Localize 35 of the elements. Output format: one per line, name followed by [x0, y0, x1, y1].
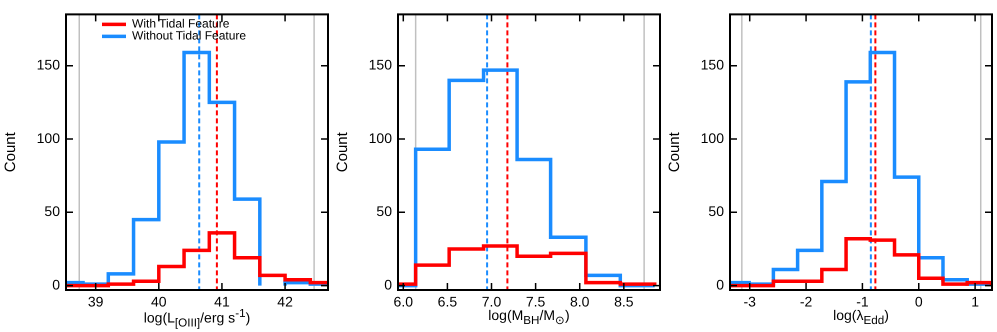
y-tick-label: 50	[376, 203, 392, 220]
y-tick-label: 150	[700, 56, 724, 73]
y-axis-title: Count	[2, 131, 20, 172]
x-axis-title: log(L$_{[OIII]}$/erg s$^{-1}$)	[144, 307, 250, 330]
x-tick-label: 1	[971, 293, 980, 310]
x-tick-label: 7.0	[482, 293, 502, 310]
x-tick-label: 41	[214, 293, 230, 310]
x-tick-label: 39	[88, 293, 104, 310]
y-tick-label: 0	[384, 276, 392, 292]
y-tick-label: 100	[700, 130, 724, 146]
y-axis-title: Count	[666, 131, 684, 172]
legend-label: Without Tidal Feature	[132, 28, 246, 43]
x-tick-label: 8.0	[570, 293, 590, 310]
x-tick-label: -1	[856, 293, 869, 310]
legend-label: With Tidal Feature	[132, 16, 230, 31]
y-tick-label: 50	[44, 203, 60, 220]
y-tick-label: 150	[368, 56, 392, 73]
x-tick-label: 42	[277, 293, 294, 310]
x-tick-label: -3	[743, 293, 756, 310]
y-tick-label: 0	[716, 276, 724, 292]
x-tick-label: 6.5	[438, 293, 458, 310]
y-axis-title: Count	[334, 131, 352, 172]
x-axis-title: log(M$_{BH}$/M$_{⊙}$)	[488, 307, 570, 327]
y-tick-label: 50	[708, 203, 724, 220]
y-tick-label: 0	[52, 276, 60, 292]
x-tick-label: 7.5	[526, 293, 546, 310]
y-tick-label: 100	[368, 130, 392, 146]
y-tick-label: 150	[36, 56, 60, 73]
x-tick-label: 40	[151, 293, 167, 310]
x-tick-label: 0	[914, 293, 923, 310]
y-tick-label: 100	[36, 130, 60, 146]
x-tick-label: 6.0	[394, 293, 414, 310]
x-tick-label: -2	[800, 293, 812, 310]
x-axis-title: log(λ$_{Edd}$)	[833, 307, 889, 327]
x-tick-label: 8.5	[614, 293, 634, 310]
